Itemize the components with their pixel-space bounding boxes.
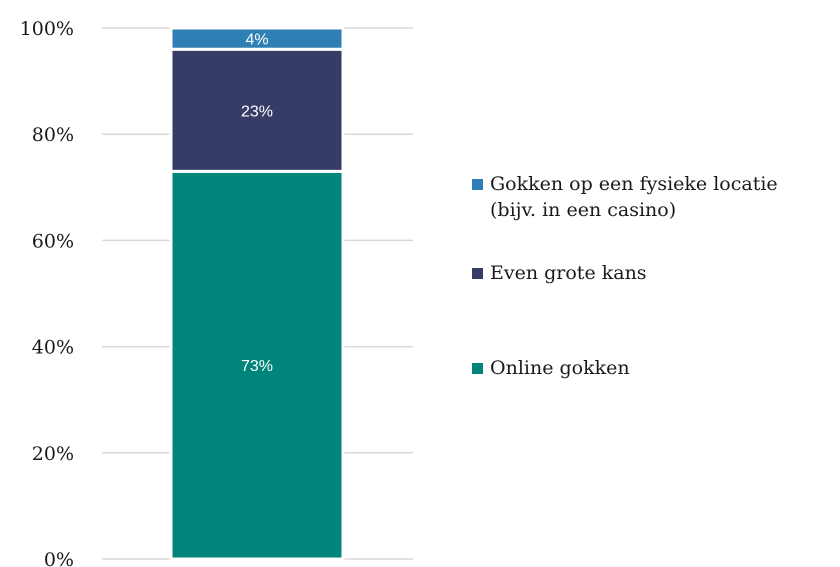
legend-label: Even grote kans: [490, 262, 647, 284]
legend-item: Gokken op een fysieke locatie (bijv. in e…: [472, 173, 778, 221]
legend-label: (bijv. in een casino): [490, 199, 676, 221]
y-tick-label: 80%: [32, 124, 74, 146]
bar-segment: [169, 169, 345, 561]
data-label: 4%: [245, 32, 268, 49]
data-label: 73%: [241, 358, 273, 375]
legend: Gokken op een fysieke locatie (bijv. in e…: [472, 173, 778, 379]
legend-swatch: [472, 179, 483, 190]
y-tick-label: 40%: [32, 337, 74, 359]
bar-segment: [169, 47, 345, 173]
legend-label: Online gokken: [490, 357, 630, 379]
legend-label: Gokken op een fysieke locatie: [490, 173, 778, 195]
data-label: 23%: [241, 103, 273, 120]
y-tick-label: 60%: [32, 230, 74, 252]
legend-item: Even grote kans: [472, 262, 647, 284]
legend-swatch: [472, 268, 483, 279]
bar-segments: [169, 26, 345, 561]
legend-item: Online gokken: [472, 357, 630, 379]
bar-segment: [169, 26, 345, 51]
y-tick-label: 0%: [44, 549, 74, 567]
y-tick-label: 100%: [20, 18, 74, 40]
data-labels: 73% 23% 4%: [241, 32, 273, 376]
y-tick-label: 20%: [32, 443, 74, 465]
legend-swatch: [472, 363, 483, 374]
y-axis-tick-labels: 0% 20% 40% 60% 80% 100%: [20, 18, 74, 567]
